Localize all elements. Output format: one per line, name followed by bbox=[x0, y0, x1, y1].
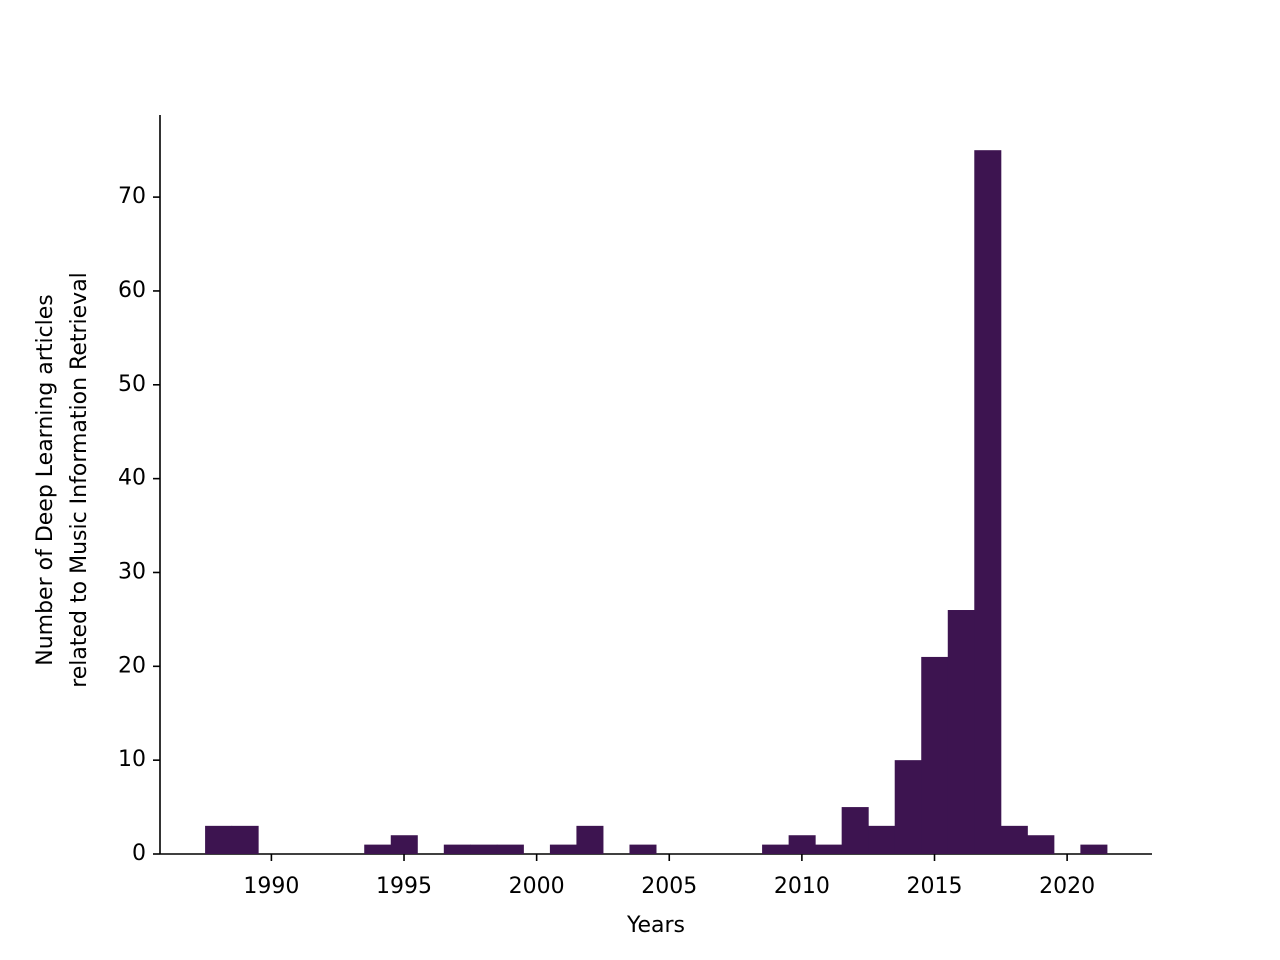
x-tick-label: 2020 bbox=[1039, 874, 1095, 899]
bar bbox=[364, 844, 392, 854]
y-tick-label: 40 bbox=[118, 466, 146, 491]
bar bbox=[815, 844, 843, 854]
y-axis-label: Number of Deep Learning articles bbox=[33, 294, 58, 666]
x-tick-label: 1995 bbox=[376, 874, 432, 899]
bar bbox=[947, 610, 975, 854]
y-tick-label: 60 bbox=[118, 278, 146, 303]
bar bbox=[576, 825, 604, 854]
bar bbox=[1027, 835, 1055, 854]
bar bbox=[443, 844, 471, 854]
bar bbox=[762, 844, 790, 854]
bar bbox=[205, 825, 233, 854]
bar bbox=[629, 844, 657, 854]
y-axis-label: related to Music Information Retrieval bbox=[67, 272, 92, 688]
x-axis-label: Years bbox=[626, 913, 685, 938]
x-tick-label: 1990 bbox=[243, 874, 299, 899]
y-tick-label: 20 bbox=[118, 653, 146, 678]
bar bbox=[868, 825, 896, 854]
bar bbox=[1080, 844, 1108, 854]
x-tick-label: 2000 bbox=[509, 874, 565, 899]
x-tick-label: 2010 bbox=[774, 874, 830, 899]
bar bbox=[1000, 825, 1028, 854]
x-tick-label: 2015 bbox=[907, 874, 963, 899]
bar bbox=[549, 844, 577, 854]
bar bbox=[974, 150, 1002, 854]
y-tick-label: 70 bbox=[118, 184, 146, 209]
y-tick-label: 10 bbox=[118, 747, 146, 772]
bar bbox=[894, 760, 922, 854]
bar bbox=[788, 835, 816, 854]
bar bbox=[496, 844, 524, 854]
bar bbox=[841, 807, 869, 854]
bar bbox=[231, 825, 259, 854]
bar bbox=[470, 844, 498, 854]
bar bbox=[921, 656, 949, 854]
y-tick-label: 0 bbox=[132, 841, 146, 866]
bar bbox=[390, 835, 418, 854]
y-tick-label: 50 bbox=[118, 372, 146, 397]
y-tick-label: 30 bbox=[118, 559, 146, 584]
x-tick-label: 2005 bbox=[641, 874, 697, 899]
